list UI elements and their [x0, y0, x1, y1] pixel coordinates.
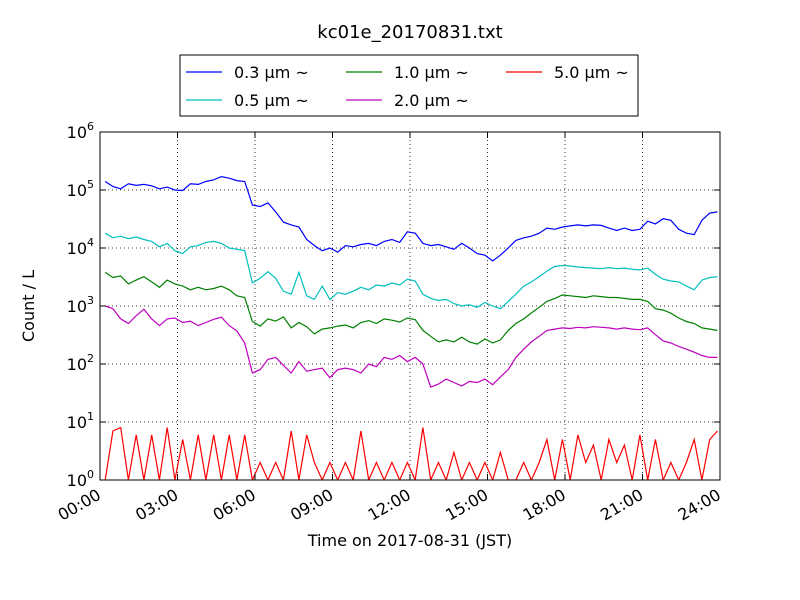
chart-title: kc01e_20170831.txt — [317, 22, 502, 43]
x-tick-label: 09:00 — [287, 485, 336, 525]
x-tick-label: 24:00 — [675, 485, 724, 525]
series-line-1 — [104, 232, 718, 310]
legend-label: 5.0 μm ~ — [554, 63, 629, 82]
x-tick-labels: 00:00 03:00 06:00 09:00 12:00 15:00 18:00 21:00… — [55, 485, 724, 525]
y-tick-label: 106 — [67, 120, 94, 142]
y-axis-label: Count / L — [19, 270, 38, 342]
legend-label: 0.3 μm ~ — [234, 63, 309, 82]
x-tick-label: 12:00 — [365, 485, 414, 525]
series-line-3 — [105, 305, 718, 388]
y-tick-label: 103 — [67, 294, 94, 316]
x-axis-label: Time on 2017-08-31 (JST) — [307, 531, 512, 550]
legend: 0.3 μm ~ 0.5 μm ~ 1.0 μm ~ 2.0 μm ~ 5.0 μm ~ — [179, 54, 639, 117]
y-tick-label: 105 — [67, 178, 94, 200]
grid-lines — [100, 132, 720, 480]
legend-label: 1.0 μm ~ — [394, 63, 469, 82]
series-line-2 — [104, 271, 718, 345]
x-tick-label: 21:00 — [597, 485, 646, 525]
y-tick-label: 100 — [67, 468, 94, 490]
series-line-0 — [104, 175, 718, 262]
y-tick-labels: 100 101 102 103 104 105 106 — [67, 120, 94, 490]
legend-label: 0.5 μm ~ — [234, 91, 309, 110]
x-tick-label: 18:00 — [520, 485, 569, 525]
series-line-4 — [104, 426, 718, 480]
axis-ticks — [99, 131, 721, 481]
x-tick-label: 15:00 — [442, 485, 491, 525]
y-tick-label: 104 — [67, 236, 94, 258]
legend-box — [179, 54, 639, 117]
x-tick-label: 06:00 — [210, 485, 259, 525]
plot-series — [104, 175, 718, 480]
y-tick-label: 101 — [67, 410, 94, 432]
x-tick-label: 03:00 — [132, 485, 181, 525]
y-tick-label: 102 — [67, 352, 94, 374]
x-tick-label: 00:00 — [55, 485, 104, 525]
legend-label: 2.0 μm ~ — [394, 91, 469, 110]
